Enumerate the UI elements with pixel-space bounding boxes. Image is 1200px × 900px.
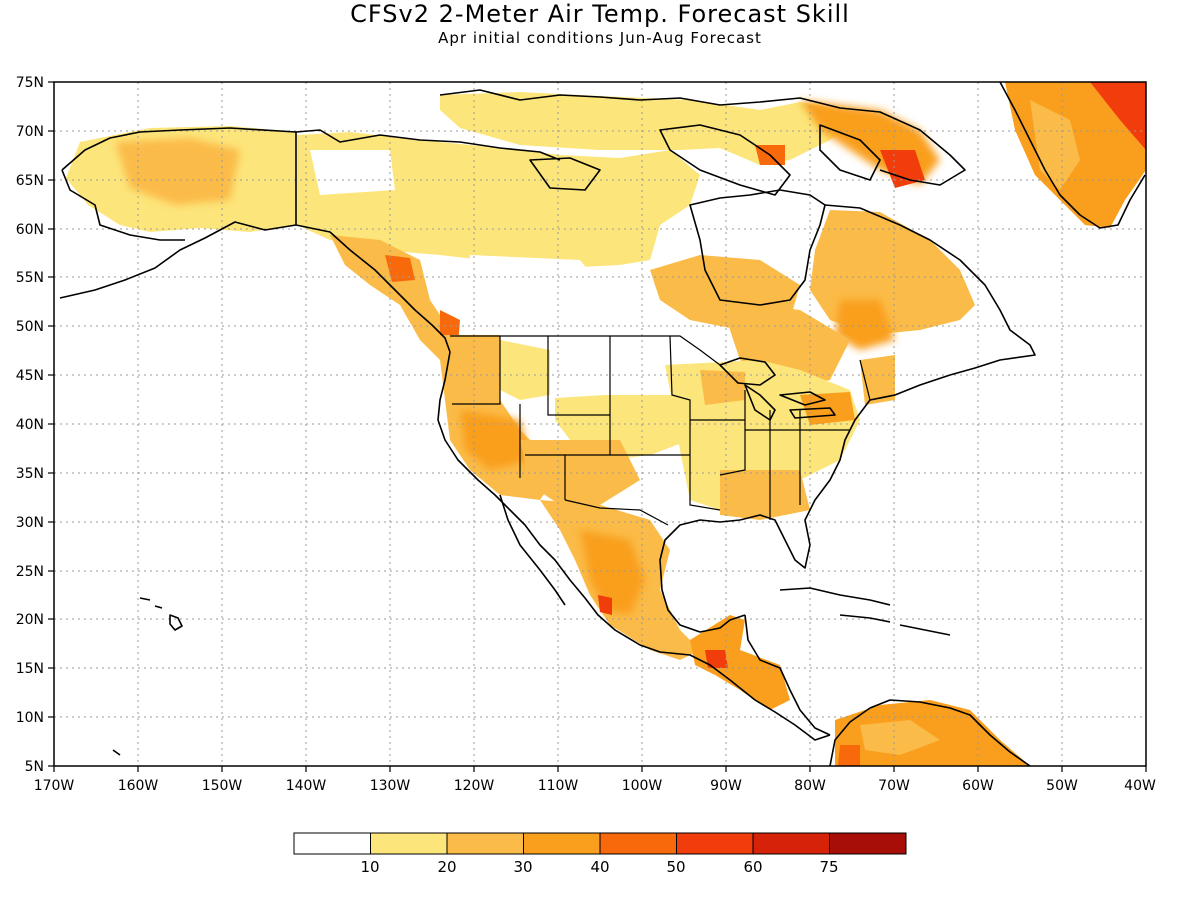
- colorbar-label: 75: [819, 858, 838, 876]
- lat-label: 75N: [16, 75, 44, 91]
- lon-label: 80W: [794, 778, 826, 794]
- lon-label: 120W: [454, 778, 495, 794]
- colorbar-label: 10: [360, 858, 379, 876]
- colorbar-swatch: [293, 832, 371, 855]
- lat-label: 20N: [16, 612, 44, 628]
- lon-label: 100W: [622, 778, 663, 794]
- latitude-labels: 75N 70N 65N 60N 55N 50N 45N 40N 35N 30N …: [16, 75, 44, 775]
- lon-label: 90W: [710, 778, 742, 794]
- lon-label: 160W: [118, 778, 159, 794]
- lon-label: 50W: [1046, 778, 1078, 794]
- lon-label: 140W: [286, 778, 327, 794]
- lat-label: 45N: [16, 368, 44, 384]
- map-title: CFSv2 2-Meter Air Temp. Forecast Skill: [350, 0, 850, 28]
- coastlines: [59, 82, 1146, 766]
- colorbar: 10 20 30 40 50 60 75: [293, 832, 907, 876]
- skill-shading: [66, 82, 1146, 766]
- colorbar-swatch: [370, 832, 448, 855]
- longitude-labels: 170W 160W 150W 140W 130W 120W 110W 100W …: [34, 778, 1156, 794]
- lat-label: 70N: [16, 124, 44, 140]
- colorbar-swatch: [446, 832, 524, 855]
- lat-label: 65N: [16, 173, 44, 189]
- lat-label: 5N: [25, 759, 44, 775]
- colorbar-swatch: [829, 832, 907, 855]
- colorbar-label: 40: [590, 858, 609, 876]
- colorbar-swatch: [752, 832, 830, 855]
- colorbar-label: 50: [666, 858, 685, 876]
- lon-label: 40W: [1124, 778, 1156, 794]
- lat-label: 15N: [16, 661, 44, 677]
- axis-ticks: [48, 81, 1147, 772]
- lat-label: 25N: [16, 564, 44, 580]
- colorbar-swatch: [676, 832, 754, 855]
- colorbar-label: 60: [743, 858, 762, 876]
- lat-label: 10N: [16, 710, 44, 726]
- lat-label: 35N: [16, 466, 44, 482]
- lat-label: 40N: [16, 417, 44, 433]
- lon-label: 130W: [370, 778, 411, 794]
- lon-label: 70W: [878, 778, 910, 794]
- grid-lines: [54, 82, 1146, 766]
- colorbar-label: 30: [513, 858, 532, 876]
- colorbar-swatch: [523, 832, 601, 855]
- lat-label: 55N: [16, 270, 44, 286]
- lon-label: 110W: [538, 778, 579, 794]
- colorbar-label: 20: [437, 858, 456, 876]
- lat-label: 50N: [16, 319, 44, 335]
- lon-label: 170W: [34, 778, 75, 794]
- colorbar-swatch: [599, 832, 677, 855]
- map-subtitle: Apr initial conditions Jun-Aug Forecast: [438, 29, 762, 47]
- lon-label: 150W: [202, 778, 243, 794]
- lat-label: 30N: [16, 515, 44, 531]
- lon-label: 60W: [962, 778, 994, 794]
- political-borders: [450, 335, 871, 526]
- lat-label: 60N: [16, 222, 44, 238]
